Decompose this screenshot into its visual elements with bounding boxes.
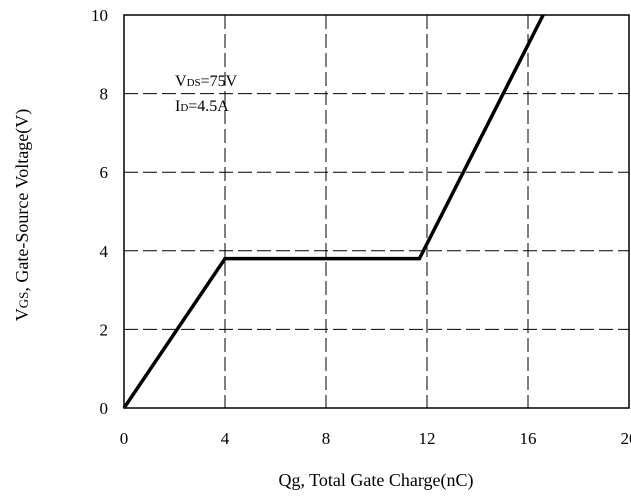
x-tick-label: 12 (419, 429, 436, 448)
x-tick-label: 4 (221, 429, 230, 448)
annotation-id: ID=4.5A (175, 98, 229, 115)
x-tick-label: 0 (120, 429, 129, 448)
y-axis-title: VGS, Gate-Source Voltage(V) (12, 109, 33, 321)
y-tick-label: 10 (91, 6, 108, 25)
y-tick-label: 4 (100, 242, 109, 261)
series-layer (124, 15, 543, 408)
x-tick-label: 8 (322, 429, 331, 448)
x-tick-label: 16 (520, 429, 537, 448)
y-tick-label: 6 (100, 163, 109, 182)
tick-layer: 0 4 8 12 16 20 0 2 4 6 8 10 (91, 6, 631, 448)
y-tick-label: 0 (100, 399, 109, 418)
x-axis-title: Qg, Total Gate Charge(nC) (278, 470, 473, 491)
x-tick-label: 20 (621, 429, 631, 448)
y-tick-label: 2 (100, 320, 109, 339)
series-line (124, 15, 543, 408)
annotation-vds: VDS=75V (175, 73, 238, 90)
y-tick-label: 8 (100, 85, 109, 104)
